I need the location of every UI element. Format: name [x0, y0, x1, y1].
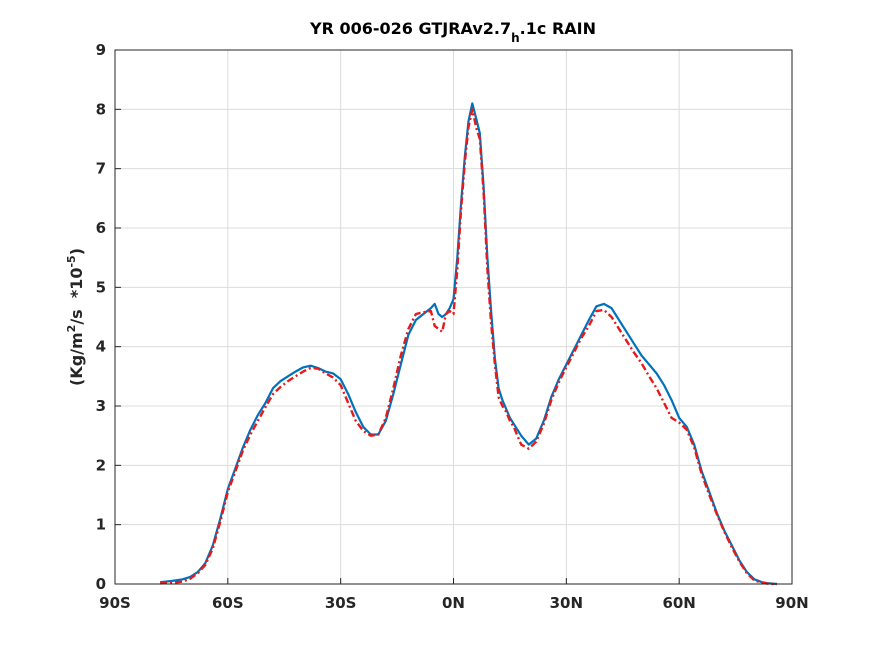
- y-axis-title-suffix: ): [67, 248, 86, 255]
- series-line-2: [160, 108, 777, 586]
- y-tick-label: 4: [96, 338, 106, 356]
- y-tick-label: 5: [96, 278, 106, 296]
- ticks: 90S 60S 30S 0N 30N 60N 90N 0 1 2 3 4 5 6 7 8 9: [96, 41, 809, 612]
- y-tick-label: 7: [96, 160, 106, 178]
- chart-title-main: YR 006-026 GTJRAv2.7: [309, 19, 511, 38]
- y-tick-label: 1: [96, 516, 106, 534]
- x-tick-label: 60N: [662, 594, 695, 612]
- x-tick-label: 30S: [325, 594, 357, 612]
- y-tick-label: 2: [96, 456, 106, 474]
- series-layer: [159, 102, 778, 586]
- y-axis-title-mid: /s *10: [67, 268, 86, 325]
- x-tick-label: 60S: [212, 594, 244, 612]
- y-tick-label: 9: [96, 41, 106, 59]
- y-axis-title-sup1: 2: [65, 325, 78, 333]
- x-tick-label: 90N: [775, 594, 808, 612]
- y-axis-title: (Kg/m2/s *10-5): [65, 248, 86, 386]
- y-tick-label: 6: [96, 219, 106, 237]
- chart-title-rest: .1c RAIN: [520, 19, 596, 38]
- x-tick-label: 30N: [550, 594, 583, 612]
- x-tick-label: 90S: [99, 594, 131, 612]
- y-tick-label: 3: [96, 397, 106, 415]
- y-tick-label: 8: [96, 100, 106, 118]
- y-axis-title-sup2: -5: [65, 255, 78, 267]
- y-tick-label: 0: [96, 575, 106, 593]
- series-line-1: [159, 102, 778, 586]
- x-tick-label: 0N: [442, 594, 465, 612]
- chart-title-subscript: h: [511, 31, 520, 45]
- y-axis-title-prefix: (Kg/m: [67, 332, 86, 386]
- chart-title: YR 006-026 GTJRAv2.7h.1c RAIN: [309, 19, 596, 45]
